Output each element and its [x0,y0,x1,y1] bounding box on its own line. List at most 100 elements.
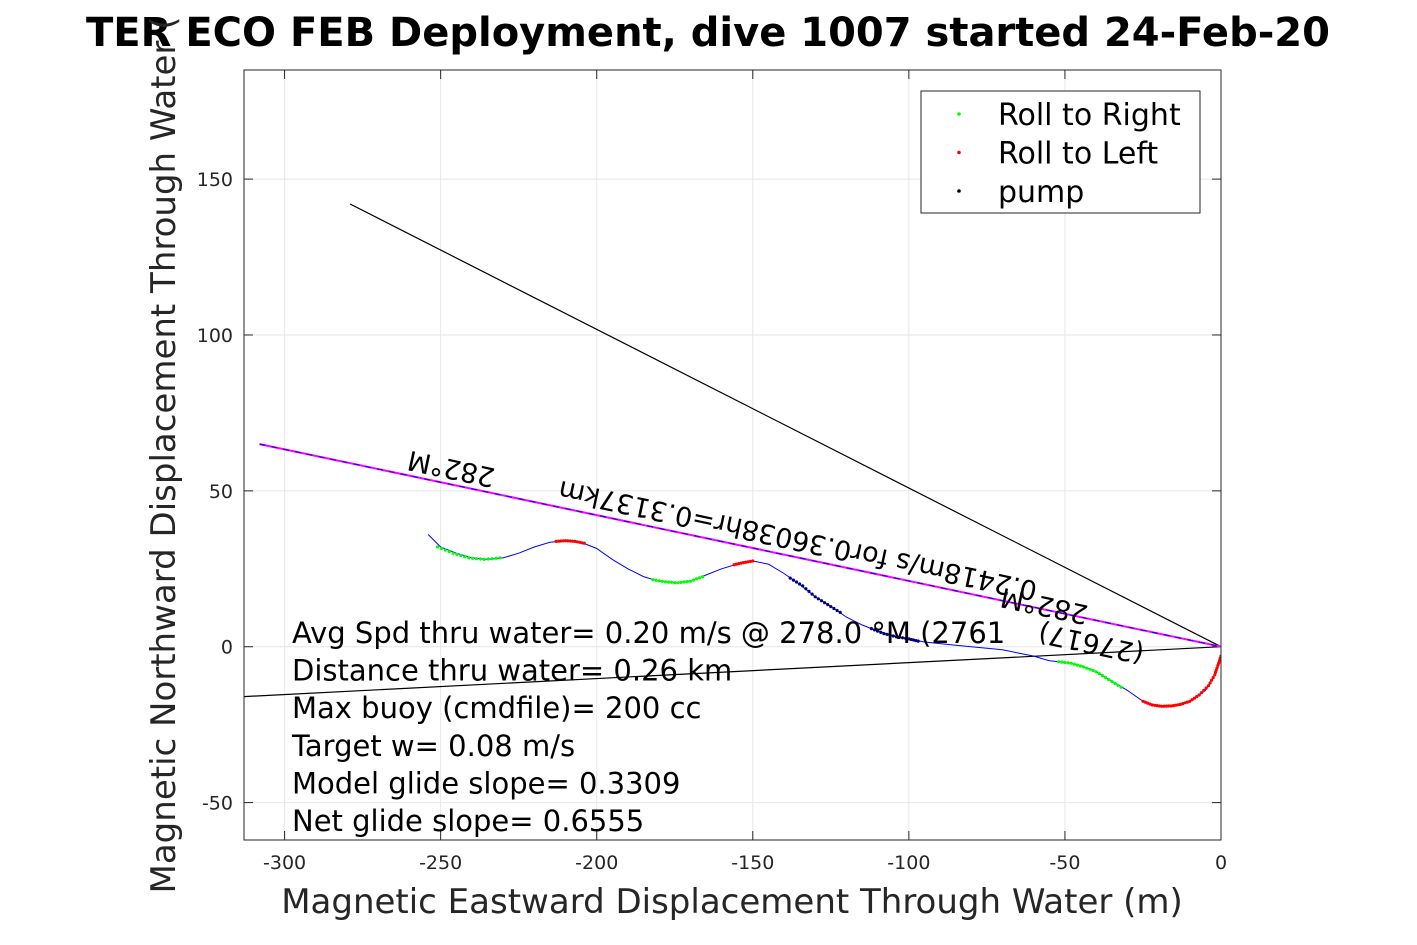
pump-point [791,578,796,582]
roll-right-point [1075,663,1079,667]
roll-right-point [439,546,443,551]
pump-point [911,638,916,642]
roll-left-point [748,559,753,564]
roll-left-point [1162,704,1166,708]
roll-right-point [455,552,459,557]
roll-right-point [651,578,655,582]
pump-point [869,627,874,631]
roll-left-point [1164,704,1168,708]
roll-left-point [1167,704,1171,708]
roll-right-point [1116,683,1120,687]
roll-right-point [490,557,494,561]
roll-right-point [1091,668,1095,673]
pump-point [832,606,836,611]
stats-line: Avg Spd thru water= 0.20 m/s @ 278.0 °M … [292,616,1005,650]
roll-right-point [1119,685,1123,689]
roll-right-point [1060,660,1064,664]
roll-left-point [1202,688,1206,693]
roll-left-point [1174,703,1178,707]
pump-point [823,601,827,605]
roll-right-point [663,580,668,584]
x-axis-label: Magnetic Eastward Displacement Through W… [281,882,1183,922]
pump-point [879,630,883,635]
roll-left-point [1155,704,1159,708]
x-tick-label: -250 [419,852,462,874]
chart-title: TER ECO FEB Deployment, dive 1007 starte… [86,10,1330,56]
pump-point [888,633,892,637]
roll-left-point [582,541,586,545]
pump-point [794,580,799,584]
roll-left-point [1218,656,1221,660]
roll-right-point [482,557,486,562]
stats-line: Target w= 0.08 m/s [291,729,575,763]
roll-left-point [554,539,558,544]
pump-point [897,635,902,639]
roll-right-point [676,581,680,585]
legend-marker [957,150,961,155]
pump-point [829,605,833,609]
pump-point [838,610,842,615]
roll-left-point [737,562,741,566]
pump-point [810,592,814,596]
roll-left-point [1150,703,1154,707]
pump-point [872,628,877,632]
roll-left-point [575,540,579,544]
roll-right-point [673,581,677,585]
pump-point [819,599,824,603]
roll-right-point [660,579,664,583]
roll-right-point [1094,670,1098,674]
roll-left-point [741,561,746,565]
roll-left-point [1204,686,1208,690]
stats-line: Distance thru water= 0.26 km [292,654,732,688]
y-tick-label: 100 [197,325,233,347]
roll-right-point [679,580,683,585]
roll-right-point [443,548,447,552]
roll-right-point [1103,675,1108,680]
roll-left-point [566,539,570,543]
pump-point [901,636,905,640]
roll-left-point [1197,693,1201,697]
pump-point [807,589,811,594]
roll-right-point [1088,667,1092,671]
roll-left-point [1208,681,1212,685]
pump-point [885,632,889,637]
roll-left-point [570,539,575,543]
roll-left-point [561,539,565,543]
roll-right-point [1066,661,1070,665]
y-axis-label: Magnetic Northward Displacement Through … [144,17,184,894]
roll-right-point [486,557,490,561]
roll-right-point [447,550,451,554]
roll-left-point [1192,696,1197,700]
roll-right-point [698,576,702,580]
roll-left-point [556,539,561,543]
stats-line: Net glide slope= 0.6555 [292,804,644,838]
avg-heading [259,443,1221,648]
pump-point [916,639,920,643]
legend-marker [957,189,961,193]
roll-right-point [1113,681,1117,686]
roll-right-point [435,545,440,549]
pump-point [826,603,830,607]
roll-left-point [1217,661,1221,665]
series-layer [244,203,1221,708]
roll-right-point [451,551,455,555]
x-tick-label: -200 [575,852,618,874]
x-tick-label: -150 [731,852,774,874]
legend-label: Roll to Left [998,137,1158,172]
roll-left-point [1190,698,1194,702]
y-tick-label: 150 [197,169,233,191]
roll-left-point [1146,701,1150,705]
pump-point [894,635,899,639]
roll-left-point [1188,699,1192,703]
x-tick-label: -100 [887,852,930,874]
roll-left-point [1215,666,1219,670]
roll-left-point [1206,684,1211,688]
pump-point [876,629,880,633]
roll-right-point [463,555,467,559]
roll-left-point [1160,704,1164,708]
x-tick-label: 0 [1215,852,1227,874]
pump-point [798,582,802,586]
roll-right-point [478,557,482,561]
